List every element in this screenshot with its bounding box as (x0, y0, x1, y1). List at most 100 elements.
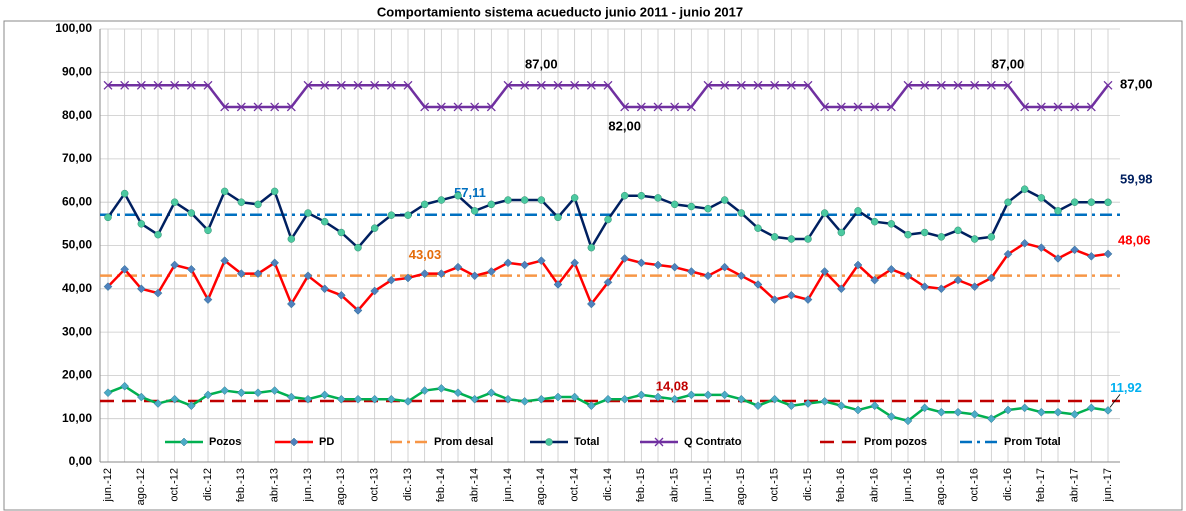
marker (603, 277, 613, 287)
marker (753, 280, 763, 289)
marker (220, 256, 230, 266)
marker (136, 284, 146, 294)
marker (486, 102, 496, 112)
x-tick-label: ago.-13 (335, 468, 347, 505)
marker (686, 390, 696, 400)
marker (870, 275, 880, 285)
marker (203, 80, 213, 90)
marker (287, 235, 296, 243)
marker (870, 217, 879, 226)
marker (770, 233, 779, 241)
marker (1070, 410, 1080, 419)
marker (653, 260, 663, 270)
marker (770, 394, 780, 404)
marker (353, 394, 363, 404)
marker (470, 207, 479, 215)
x-tick-label: oct.-16 (969, 468, 981, 502)
x-tick-label: jun.-17 (1102, 468, 1114, 503)
x-tick-label: feb.-17 (1035, 468, 1047, 502)
x-tick-label: jun.-12 (102, 468, 114, 503)
average-label: 43,03 (409, 247, 442, 262)
marker (920, 228, 929, 237)
marker (536, 80, 546, 90)
marker (320, 217, 329, 226)
marker (220, 102, 230, 112)
marker (370, 394, 380, 404)
legend-label: Pozos (209, 436, 241, 448)
marker (153, 288, 163, 298)
marker (720, 196, 729, 204)
marker (953, 275, 963, 285)
marker (237, 198, 246, 206)
marker (1020, 102, 1030, 112)
x-tick-label: oct.-15 (769, 468, 781, 502)
marker (453, 388, 463, 398)
marker (820, 397, 830, 406)
marker (270, 386, 280, 395)
marker (253, 269, 263, 278)
marker (1004, 198, 1012, 206)
marker (704, 204, 712, 213)
marker (636, 390, 646, 400)
marker (420, 269, 430, 278)
marker (236, 102, 246, 112)
marker (403, 80, 413, 90)
marker (803, 399, 813, 408)
marker (770, 295, 780, 304)
marker (970, 282, 980, 291)
marker (954, 226, 962, 235)
marker (303, 271, 313, 281)
marker (520, 260, 530, 270)
marker (937, 233, 946, 241)
marker (620, 191, 629, 200)
marker (203, 295, 213, 304)
marker (303, 80, 313, 90)
marker (120, 80, 130, 90)
legend-item: Prom Total (960, 436, 1061, 448)
marker (470, 271, 480, 281)
marker (203, 390, 213, 400)
marker (1086, 403, 1096, 413)
marker (536, 394, 546, 404)
marker (137, 220, 146, 228)
data-label: 11,92 (1110, 380, 1142, 395)
marker (353, 80, 363, 90)
leader-line (1109, 394, 1121, 408)
marker (103, 388, 113, 398)
marker (1020, 403, 1030, 413)
y-tick-label: 70,00 (62, 151, 92, 165)
marker (986, 80, 996, 90)
marker (554, 213, 562, 222)
marker (520, 80, 530, 90)
x-tick-label: dic.-15 (802, 468, 814, 501)
marker (545, 438, 553, 446)
marker (370, 224, 379, 232)
marker (1070, 102, 1080, 112)
marker (120, 264, 130, 274)
marker (570, 194, 579, 202)
marker (720, 80, 730, 90)
marker (1003, 405, 1013, 415)
marker (736, 271, 746, 281)
marker (703, 80, 713, 90)
marker (920, 282, 930, 291)
marker (386, 275, 396, 285)
marker (536, 256, 546, 266)
marker (654, 194, 662, 202)
marker (986, 414, 996, 424)
marker (620, 394, 630, 404)
marker (403, 273, 413, 283)
marker (370, 80, 380, 90)
marker (470, 394, 480, 404)
data-label: 87,00 (992, 57, 1025, 72)
marker (453, 262, 463, 272)
marker (886, 412, 896, 421)
marker (720, 390, 730, 400)
chart-border (3, 20, 1183, 511)
marker (736, 80, 746, 90)
marker (186, 264, 196, 274)
marker (1103, 406, 1113, 415)
marker (653, 392, 663, 402)
marker (436, 384, 446, 393)
marker (953, 407, 963, 417)
